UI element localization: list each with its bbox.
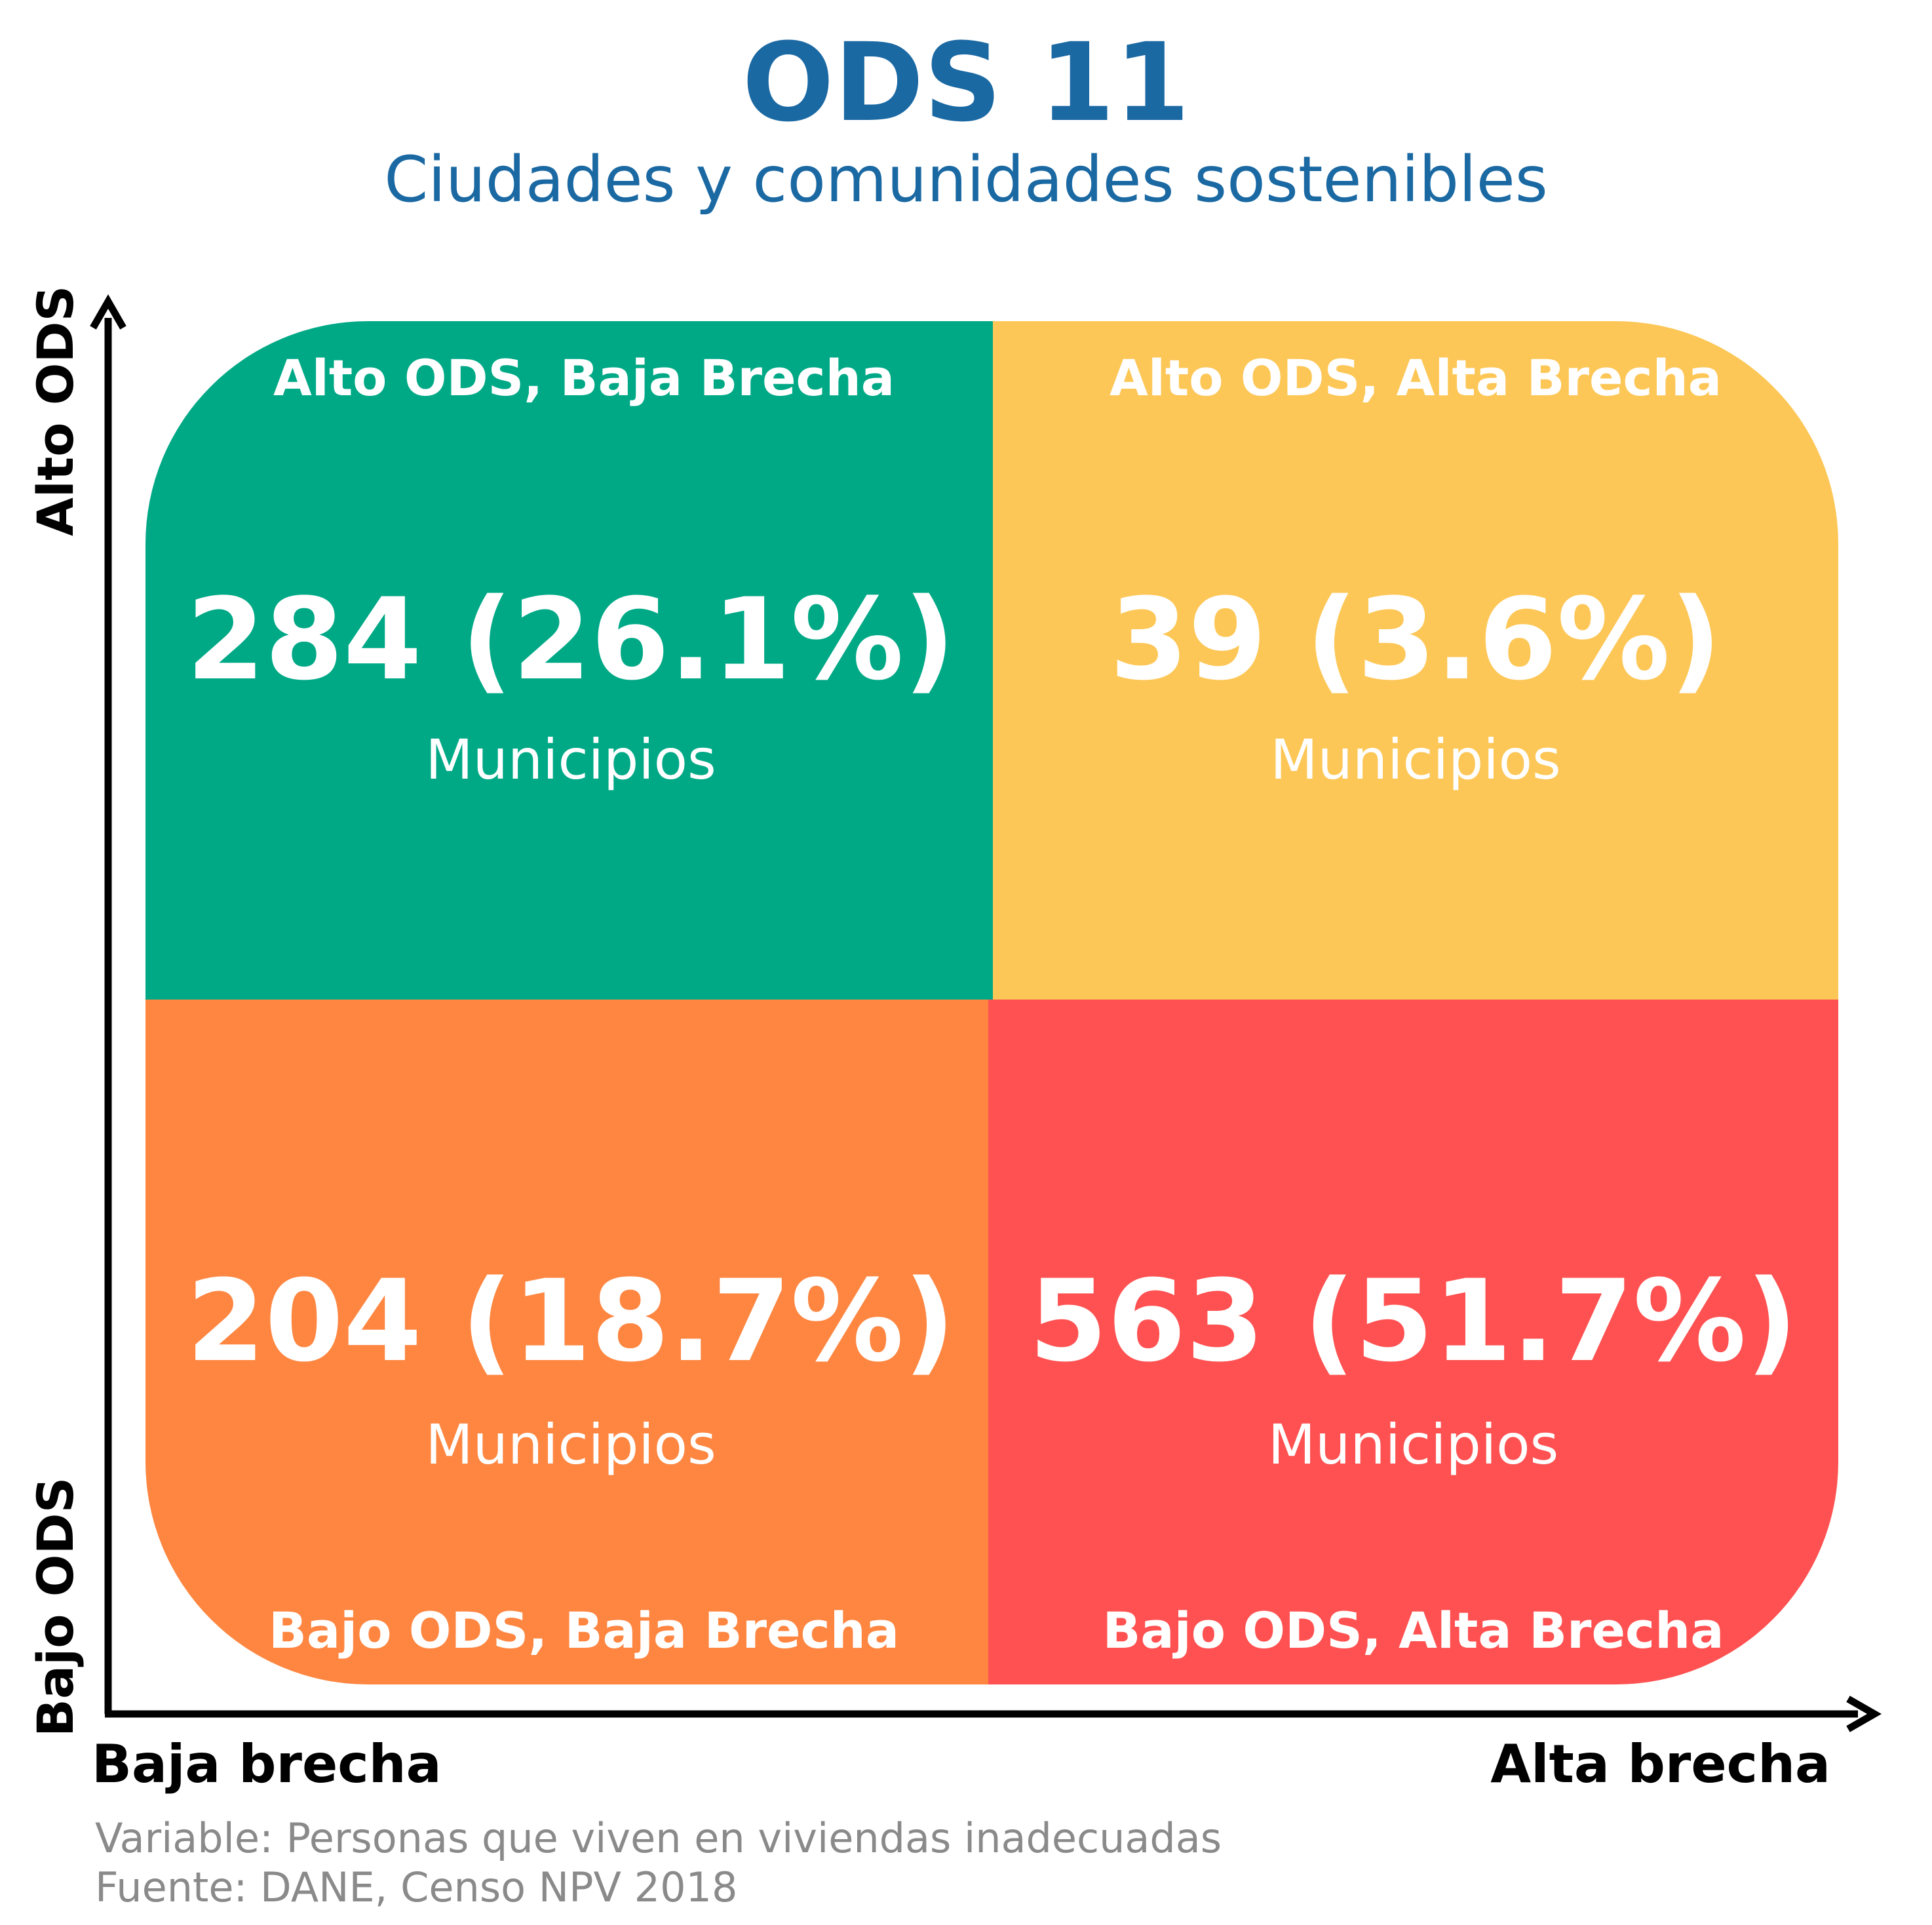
quadrant-count: 563 (51.7%) <box>1029 1255 1798 1387</box>
quadrant-low-ods-low-gap: 204 (18.7%) Municipios Bajo ODS, Baja Br… <box>145 1000 996 1684</box>
quadrant-high-ods-high-gap: Alto ODS, Alta Brecha 39 (3.6%) Municipi… <box>993 321 1838 1003</box>
quadrant-count: 284 (26.1%) <box>186 574 956 705</box>
quadrant-high-ods-low-gap: Alto ODS, Baja Brecha 284 (26.1%) Munici… <box>145 321 996 1003</box>
y-axis-arrow-icon <box>90 294 126 330</box>
x-axis-arrow-icon <box>1846 1696 1882 1732</box>
quadrant-count: 204 (18.7%) <box>186 1255 956 1387</box>
y-axis-low-label: Bajo ODS <box>26 1477 85 1737</box>
quadrant-low-ods-high-gap: 563 (51.7%) Municipios Bajo ODS, Alta Br… <box>988 1000 1838 1684</box>
y-axis-high-label: Alto ODS <box>26 285 85 536</box>
source-note: Fuente: DANE, Censo NPV 2018 <box>95 1863 738 1911</box>
x-axis-high-label: Alta brecha <box>1490 1734 1830 1795</box>
page-title: ODS 11 <box>742 20 1190 146</box>
quadrant-unit: Municipios <box>425 1412 716 1477</box>
quadrant-unit: Municipios <box>425 728 716 792</box>
quadrant-count: 39 (3.6%) <box>1110 574 1722 705</box>
quadrant-unit: Municipios <box>1267 1412 1559 1477</box>
quadrant-label: Alto ODS, Alta Brecha <box>1110 349 1722 407</box>
quadrant-label: Bajo ODS, Alta Brecha <box>1102 1601 1724 1660</box>
page-subtitle: Ciudades y comunidades sostenibles <box>384 143 1548 216</box>
variable-note: Variable: Personas que viven en vivienda… <box>95 1814 1222 1862</box>
quadrant-label: Alto ODS, Baja Brecha <box>273 349 895 407</box>
quadrant-unit: Municipios <box>1270 728 1561 792</box>
quadrant-label: Bajo ODS, Baja Brecha <box>268 1601 900 1660</box>
x-axis-low-label: Baja brecha <box>92 1734 442 1795</box>
